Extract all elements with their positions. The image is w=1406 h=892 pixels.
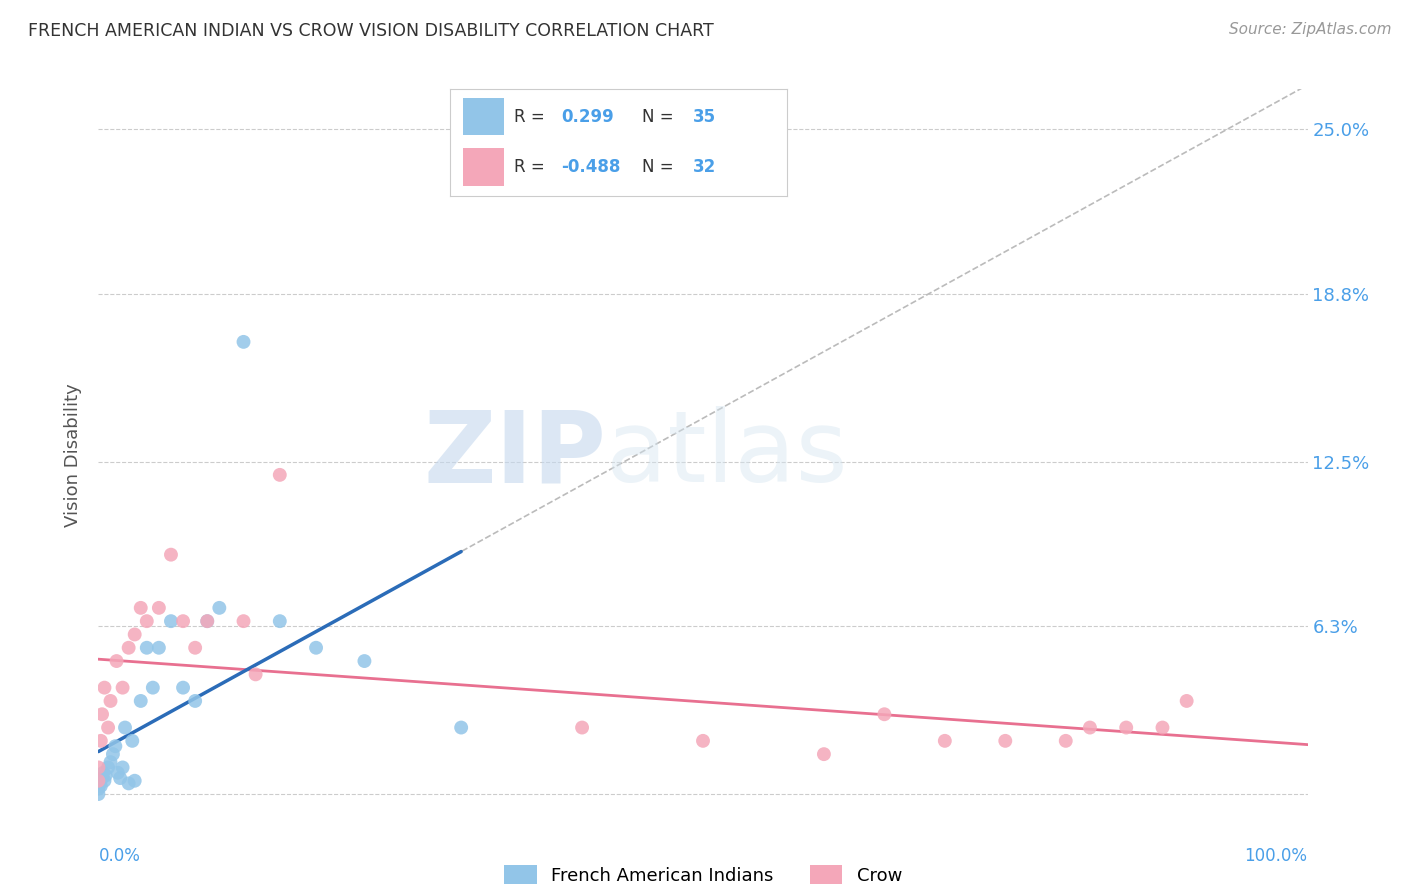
Point xyxy=(184,694,207,708)
Point xyxy=(195,614,218,628)
Point xyxy=(1175,694,1198,708)
Point xyxy=(93,681,115,695)
Point xyxy=(100,755,122,769)
Point xyxy=(148,640,170,655)
Point xyxy=(232,334,254,349)
Point xyxy=(571,721,593,735)
Point xyxy=(87,787,110,801)
Point xyxy=(305,640,328,655)
Point xyxy=(87,773,110,788)
Point xyxy=(114,721,136,735)
Bar xyxy=(464,98,503,136)
Text: R =: R = xyxy=(515,159,550,177)
Point xyxy=(91,707,114,722)
Text: 0.299: 0.299 xyxy=(561,108,614,126)
Point xyxy=(245,667,267,681)
Point xyxy=(195,614,218,628)
Point xyxy=(172,681,194,695)
Point xyxy=(813,747,835,761)
Text: Source: ZipAtlas.com: Source: ZipAtlas.com xyxy=(1229,22,1392,37)
Text: atlas: atlas xyxy=(606,407,848,503)
Point xyxy=(97,721,120,735)
Bar xyxy=(464,148,503,186)
Point xyxy=(94,768,117,782)
Point xyxy=(129,600,152,615)
Point xyxy=(107,765,129,780)
Text: N =: N = xyxy=(643,108,679,126)
Point xyxy=(121,734,143,748)
Point xyxy=(90,734,112,748)
Point xyxy=(1152,721,1174,735)
Point xyxy=(160,614,183,628)
Point xyxy=(129,694,152,708)
Point xyxy=(118,640,141,655)
Point xyxy=(124,627,146,641)
Point xyxy=(1115,721,1137,735)
Point xyxy=(87,779,110,793)
Point xyxy=(873,707,896,722)
Text: 35: 35 xyxy=(693,108,716,126)
Text: N =: N = xyxy=(643,159,679,177)
Point xyxy=(160,548,183,562)
Point xyxy=(934,734,956,748)
Point xyxy=(87,781,110,796)
Point xyxy=(93,773,115,788)
Point xyxy=(100,694,122,708)
Point xyxy=(90,779,112,793)
Point xyxy=(101,747,124,761)
Point xyxy=(87,776,110,790)
Point xyxy=(269,614,291,628)
Point xyxy=(142,681,165,695)
Text: 0.0%: 0.0% xyxy=(98,847,141,865)
Point xyxy=(1078,721,1101,735)
Point xyxy=(97,760,120,774)
Point xyxy=(353,654,375,668)
Legend: French American Indians, Crow: French American Indians, Crow xyxy=(505,865,901,885)
Point xyxy=(124,773,146,788)
Point xyxy=(111,760,134,774)
Point xyxy=(1054,734,1077,748)
Text: 100.0%: 100.0% xyxy=(1244,847,1308,865)
Point xyxy=(104,739,127,754)
Point xyxy=(148,600,170,615)
Point xyxy=(232,614,254,628)
Text: 32: 32 xyxy=(693,159,716,177)
Y-axis label: Vision Disability: Vision Disability xyxy=(65,383,83,527)
Point xyxy=(87,760,110,774)
Point xyxy=(450,721,472,735)
Text: ZIP: ZIP xyxy=(423,407,606,503)
Text: FRENCH AMERICAN INDIAN VS CROW VISION DISABILITY CORRELATION CHART: FRENCH AMERICAN INDIAN VS CROW VISION DI… xyxy=(28,22,714,40)
Point xyxy=(105,654,128,668)
Point xyxy=(118,776,141,790)
Point xyxy=(269,467,291,482)
Text: R =: R = xyxy=(515,108,550,126)
Point xyxy=(692,734,714,748)
Point xyxy=(91,765,114,780)
Point xyxy=(135,614,157,628)
Point xyxy=(994,734,1017,748)
Point xyxy=(135,640,157,655)
Point xyxy=(87,773,110,788)
Point xyxy=(208,600,231,615)
Point xyxy=(111,681,134,695)
Text: -0.488: -0.488 xyxy=(561,159,620,177)
Point xyxy=(184,640,207,655)
Point xyxy=(108,771,131,785)
Point xyxy=(172,614,194,628)
Point xyxy=(91,771,114,785)
